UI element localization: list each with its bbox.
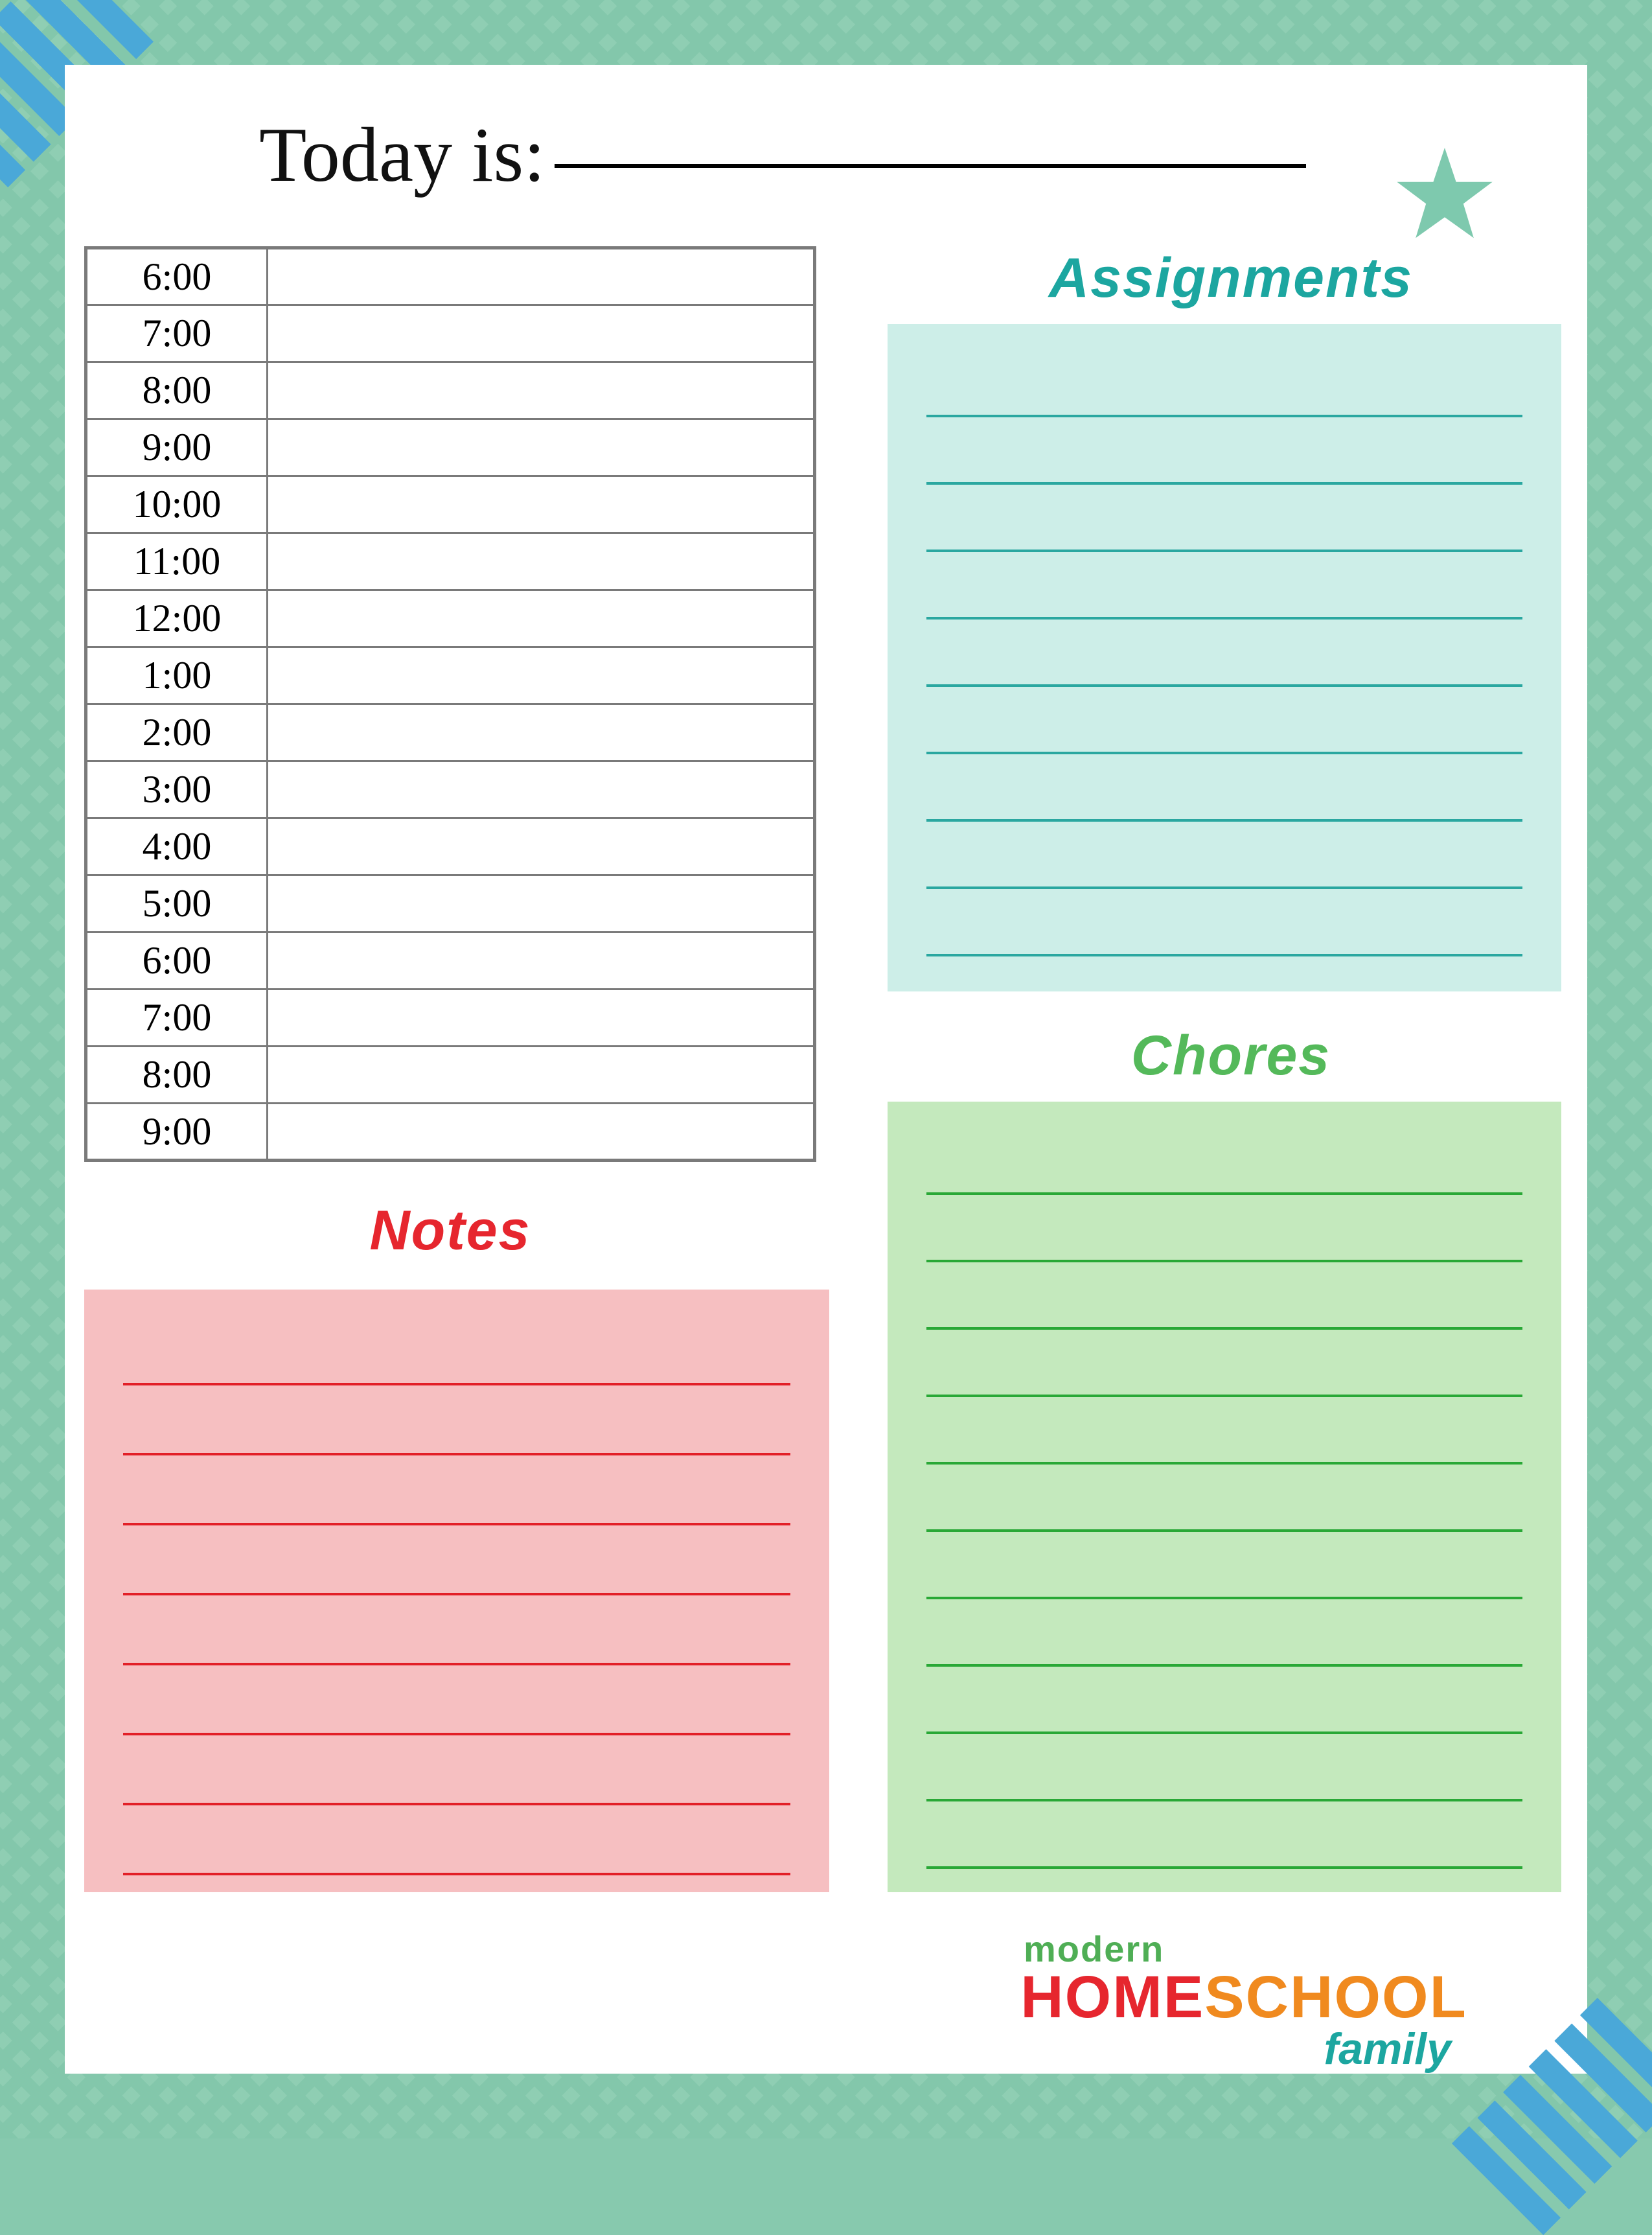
schedule-slot-cell xyxy=(268,704,815,761)
schedule-slot-cell xyxy=(268,1047,815,1104)
schedule-row: 2:00 xyxy=(86,704,815,761)
schedule-row: 3:00 xyxy=(86,761,815,818)
writing-line xyxy=(926,620,1522,687)
schedule-row: 7:00 xyxy=(86,990,815,1047)
schedule-slot-cell xyxy=(268,305,815,362)
schedule-slot-cell xyxy=(268,875,815,932)
schedule-body: 6:007:008:009:0010:0011:0012:001:002:003… xyxy=(86,248,815,1161)
schedule-time-cell: 3:00 xyxy=(86,761,268,818)
schedule-time-cell: 7:00 xyxy=(86,990,268,1047)
writing-line xyxy=(926,1465,1522,1532)
schedule-time-cell: 9:00 xyxy=(86,1104,268,1161)
schedule-row: 7:00 xyxy=(86,305,815,362)
schedule-slot-cell xyxy=(268,590,815,647)
schedule-time-cell: 6:00 xyxy=(86,248,268,305)
writing-line xyxy=(926,1397,1522,1465)
schedule-slot-cell xyxy=(268,647,815,704)
schedule-row: 11:00 xyxy=(86,533,815,590)
star-shape xyxy=(1397,148,1492,238)
schedule-time-cell: 2:00 xyxy=(86,704,268,761)
schedule-slot-cell xyxy=(268,990,815,1047)
writing-line xyxy=(926,417,1522,485)
schedule-time-cell: 9:00 xyxy=(86,419,268,476)
schedule-time-cell: 8:00 xyxy=(86,362,268,419)
writing-line xyxy=(926,1330,1522,1397)
logo-line-1: modern xyxy=(985,1931,1503,1967)
assignments-title: Assignments xyxy=(907,246,1555,310)
writing-line xyxy=(926,1667,1522,1734)
writing-line xyxy=(123,1735,790,1805)
schedule-row: 8:00 xyxy=(86,362,815,419)
schedule-slot-cell xyxy=(268,761,815,818)
star-icon xyxy=(1393,143,1497,246)
chores-box xyxy=(888,1102,1561,1892)
writing-line xyxy=(926,687,1522,754)
writing-line xyxy=(123,1665,790,1735)
notes-box xyxy=(84,1290,829,1892)
schedule-row: 1:00 xyxy=(86,647,815,704)
schedule-time-cell: 4:00 xyxy=(86,818,268,875)
writing-line xyxy=(123,1315,790,1385)
schedule-slot-cell xyxy=(268,1104,815,1161)
schedule-slot-cell xyxy=(268,932,815,990)
schedule-time-cell: 11:00 xyxy=(86,533,268,590)
writing-line xyxy=(123,1525,790,1595)
schedule-row: 8:00 xyxy=(86,1047,815,1104)
schedule-row: 4:00 xyxy=(86,818,815,875)
schedule-slot-cell xyxy=(268,248,815,305)
writing-line xyxy=(926,1599,1522,1667)
schedule-time-cell: 1:00 xyxy=(86,647,268,704)
writing-line xyxy=(926,1128,1522,1195)
assignments-box xyxy=(888,324,1561,991)
writing-line xyxy=(926,1532,1522,1599)
writing-line xyxy=(123,1805,790,1875)
writing-line xyxy=(926,1801,1522,1869)
schedule-slot-cell xyxy=(268,818,815,875)
schedule-row: 6:00 xyxy=(86,932,815,990)
writing-line xyxy=(926,822,1522,889)
schedule-row: 9:00 xyxy=(86,419,815,476)
schedule-time-cell: 5:00 xyxy=(86,875,268,932)
logo-line-2: HOMESCHOOL xyxy=(985,1967,1503,2027)
schedule-time-cell: 8:00 xyxy=(86,1047,268,1104)
schedule-slot-cell xyxy=(268,533,815,590)
schedule-table: 6:007:008:009:0010:0011:0012:001:002:003… xyxy=(84,246,816,1162)
schedule-row: 6:00 xyxy=(86,248,815,305)
writing-line xyxy=(926,350,1522,417)
writing-line xyxy=(926,754,1522,822)
today-is-label: Today is: xyxy=(259,110,545,200)
writing-line xyxy=(926,552,1522,620)
schedule-row: 12:00 xyxy=(86,590,815,647)
schedule-row: 9:00 xyxy=(86,1104,815,1161)
notes-title: Notes xyxy=(84,1199,816,1263)
chores-title: Chores xyxy=(907,1024,1555,1088)
schedule-time-cell: 7:00 xyxy=(86,305,268,362)
schedule-slot-cell xyxy=(268,419,815,476)
logo-word-home: HOME xyxy=(1020,1964,1204,2030)
logo-line-3: family xyxy=(985,2027,1503,2071)
schedule-row: 10:00 xyxy=(86,476,815,533)
date-blank-line xyxy=(555,164,1306,168)
brand-logo: modern HOMESCHOOL family xyxy=(985,1931,1503,2071)
writing-line xyxy=(926,1195,1522,1262)
schedule-row: 5:00 xyxy=(86,875,815,932)
writing-line xyxy=(123,1595,790,1665)
writing-line xyxy=(926,1734,1522,1801)
writing-line xyxy=(926,485,1522,552)
writing-line xyxy=(123,1385,790,1455)
schedule-time-cell: 12:00 xyxy=(86,590,268,647)
schedule-time-cell: 10:00 xyxy=(86,476,268,533)
writing-line xyxy=(123,1455,790,1525)
writing-line xyxy=(926,889,1522,956)
logo-word-school: SCHOOL xyxy=(1204,1964,1467,2030)
schedule-slot-cell xyxy=(268,476,815,533)
schedule-slot-cell xyxy=(268,362,815,419)
header: Today is: xyxy=(259,110,1522,240)
paper-sheet: Today is: 6:007:008:009:0010:0011:0012:0… xyxy=(65,65,1587,2074)
schedule-time-cell: 6:00 xyxy=(86,932,268,990)
writing-line xyxy=(926,1262,1522,1330)
